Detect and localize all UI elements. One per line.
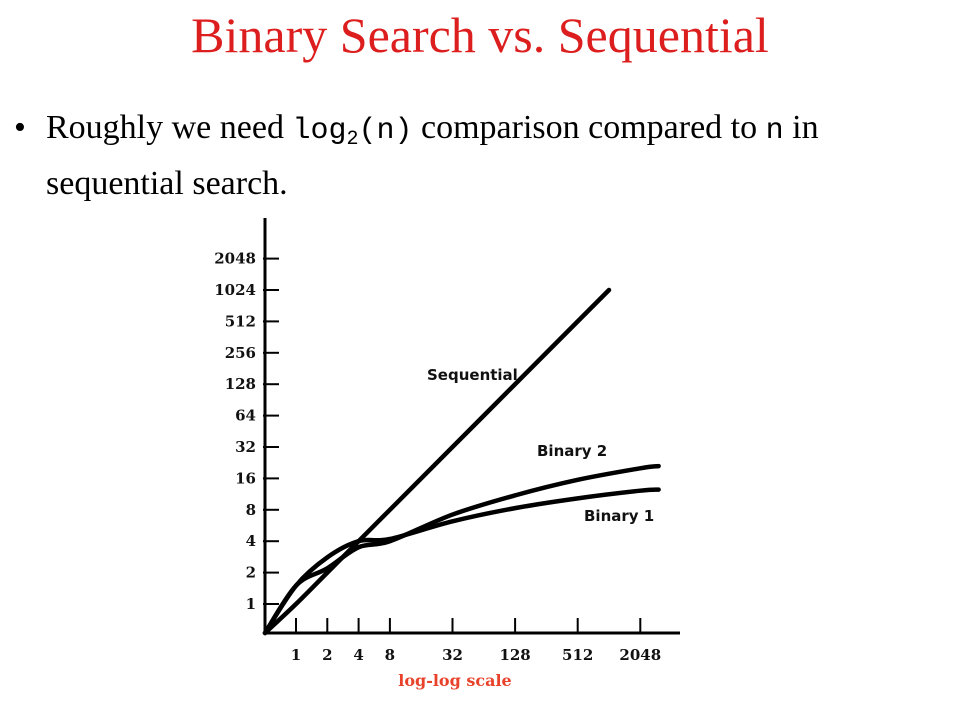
y-tick-label: 1024 (214, 281, 256, 299)
y-tick-label: 16 (235, 469, 256, 487)
x-tick-label: 8 (385, 646, 395, 664)
y-tick-label: 128 (225, 375, 256, 393)
bullet-text-part2: comparison compared to (412, 109, 766, 146)
y-tick-label: 512 (225, 312, 256, 330)
y-tick-label: 1 (246, 595, 256, 613)
y-tick-label: 8 (246, 501, 256, 519)
y-tick-label: 256 (225, 344, 256, 362)
y-tick-label: 4 (246, 532, 256, 550)
code-log-subscript: 2 (346, 128, 359, 151)
bullet-marker: • (14, 109, 26, 146)
code-n: n (765, 114, 784, 148)
chart-axes: 1 2 4 8 16 32 64 128 256 512 1024 2048 1 2 4 8 32 128 512 2… (214, 218, 680, 664)
bullet-text-part1: Roughly we need (46, 109, 293, 146)
series-line-binary-2 (262, 463, 661, 636)
y-tick-label: 32 (235, 438, 256, 456)
y-tick-label: 2048 (214, 250, 256, 268)
series-label-sequential: Sequential (427, 366, 518, 384)
x-tick-label: 2 (322, 646, 332, 664)
code-log: log (292, 114, 347, 148)
series-line-binary-1 (262, 487, 661, 636)
slide-title: Binary Search vs. Sequential (191, 7, 769, 63)
chart-labels: Sequential Binary 2 Binary 1 log-log scale (398, 366, 654, 690)
bullet-text-part3: in sequential search. (46, 109, 819, 202)
x-tick-label: 512 (562, 646, 593, 664)
x-tick-label: 128 (499, 646, 530, 664)
x-tick-label: 4 (353, 646, 363, 664)
series-label-binary-2: Binary 2 (537, 442, 607, 460)
y-tick-label: 64 (235, 407, 256, 425)
series-label-binary-1: Binary 1 (584, 507, 654, 525)
series-line-sequential (262, 287, 612, 636)
x-tick-label: 32 (442, 646, 463, 664)
y-tick-label: 2 (246, 564, 256, 582)
code-log-arg: (n) (358, 114, 413, 148)
x-axis-label: log-log scale (398, 671, 511, 690)
bullet-text: Roughly we need log2(n) comparison compa… (46, 106, 936, 206)
x-tick-label: 1 (291, 646, 301, 664)
x-tick-label: 2048 (619, 646, 661, 664)
chart-series (262, 287, 661, 636)
